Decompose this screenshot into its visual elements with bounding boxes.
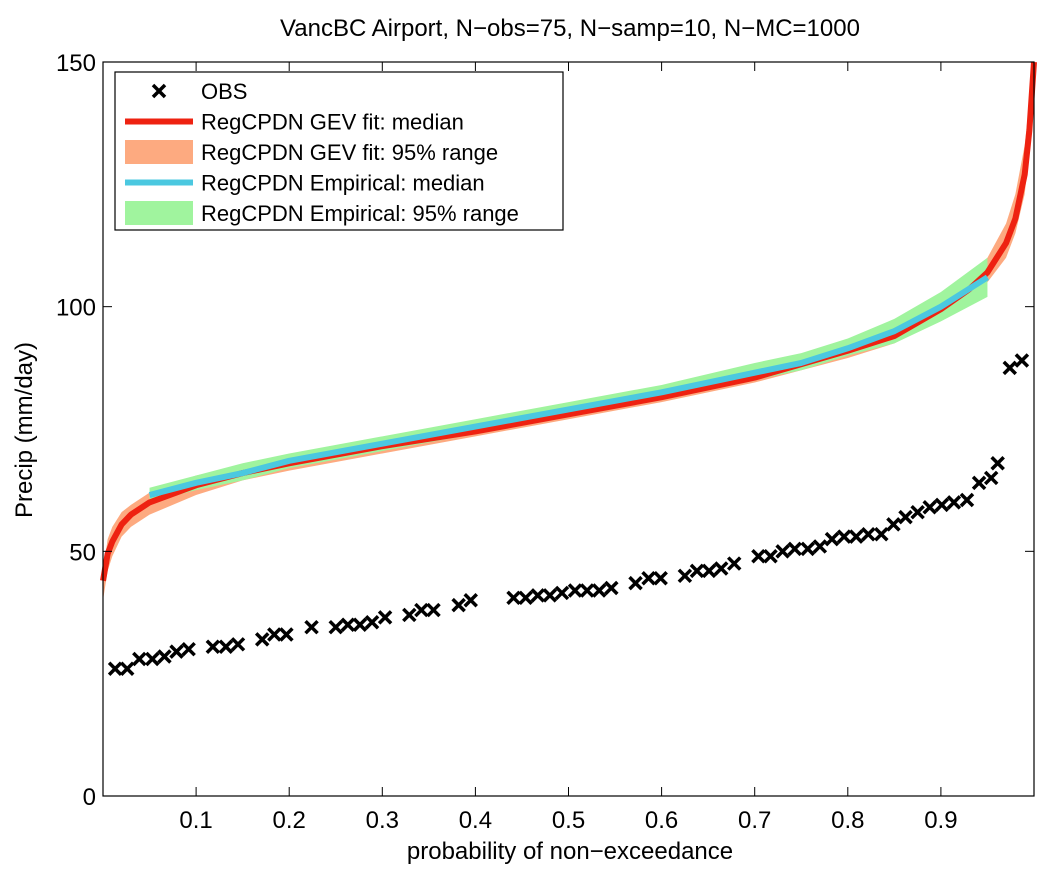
obs-point <box>1002 360 1018 376</box>
obs-point <box>279 627 294 642</box>
legend-label: RegCPDN Empirical: 95% range <box>201 201 519 226</box>
obs-point <box>946 495 962 510</box>
obs-point <box>402 607 417 623</box>
obs-point <box>579 583 595 598</box>
obs-point <box>701 563 717 579</box>
x-axis-label: probability of non−exceedance <box>407 838 733 865</box>
x-tick-label: 0.3 <box>366 807 399 834</box>
obs-point <box>812 539 828 554</box>
x-tick-label: 0.4 <box>459 807 492 834</box>
obs-point <box>145 651 160 667</box>
legend-swatch-band <box>125 201 193 225</box>
obs-point <box>542 588 558 603</box>
obs-point <box>898 509 913 525</box>
x-tick-label: 0.8 <box>831 807 864 834</box>
legend-label: RegCPDN Empirical: median <box>201 171 485 196</box>
y-axis-label: Precip (mm/day) <box>11 342 38 518</box>
obs-point <box>119 661 135 677</box>
obs-point <box>267 627 282 642</box>
obs-point <box>653 571 668 586</box>
obs-point <box>364 615 380 630</box>
obs-point <box>567 583 583 598</box>
x-tick-label: 0.1 <box>179 807 212 834</box>
obs-point <box>775 544 790 559</box>
obs-point <box>254 632 270 647</box>
obs-point <box>874 526 889 542</box>
obs-point <box>414 602 429 618</box>
obs-point <box>983 470 999 486</box>
obs-point <box>518 590 533 606</box>
obs-point <box>787 541 802 557</box>
obs-point <box>328 619 343 635</box>
line-regcpdn-empirical-median <box>148 274 990 498</box>
obs-point <box>677 568 693 584</box>
y-tick-label: 150 <box>56 50 96 77</box>
x-tick-label: 0.5 <box>552 807 585 834</box>
obs-point <box>463 593 478 608</box>
obs-point <box>934 497 950 513</box>
x-tick-label: 0.6 <box>645 807 678 834</box>
obs-point <box>751 548 766 564</box>
obs-point <box>886 517 901 532</box>
plot-area: 0.1 0.2 0.3 0.4 0.5 0.6 0.7 0.8 0.9 0 50 100 150 <box>56 50 1037 834</box>
y-tick-label: 50 <box>69 539 96 566</box>
line-regcpdn-gev-fit-median <box>100 61 1037 582</box>
obs-point <box>506 590 521 606</box>
obs-point <box>181 641 196 657</box>
obs-point <box>604 580 619 596</box>
obs-point <box>861 526 876 542</box>
obs-point <box>990 456 1005 471</box>
y-tick-label: 0 <box>83 784 96 811</box>
obs-point <box>169 644 184 659</box>
obs-point <box>910 504 925 520</box>
obs-point <box>157 649 172 664</box>
obs-point <box>628 575 643 591</box>
obs-point <box>591 583 607 598</box>
obs-point <box>554 585 570 601</box>
obs-point <box>230 637 246 652</box>
obs-point <box>800 541 816 557</box>
obs-point <box>641 571 656 586</box>
legend: OBS RegCPDN GEV fit: median RegCPDN GEV fi… <box>114 71 564 231</box>
obs-point <box>1014 353 1030 368</box>
obs-point <box>107 661 123 677</box>
obs-point <box>340 617 356 632</box>
obs-point <box>713 561 729 576</box>
x-tick-label: 0.9 <box>924 807 957 834</box>
legend-label: RegCPDN GEV fit: 95% range <box>201 140 498 165</box>
obs-point <box>971 475 987 491</box>
legend-label: RegCPDN GEV fit: median <box>201 110 464 135</box>
obs-point <box>824 531 840 547</box>
obs-point <box>205 639 221 654</box>
legend-label: OBS <box>201 79 247 104</box>
obs-point <box>763 548 778 564</box>
obs-point <box>726 556 742 571</box>
obs-point <box>426 602 441 618</box>
obs-point <box>132 651 147 667</box>
obs-point <box>689 563 705 579</box>
obs-point <box>530 588 546 603</box>
x-tick-label: 0.2 <box>273 807 306 834</box>
legend-swatch-band <box>125 140 193 164</box>
obs-point <box>848 529 864 544</box>
obs-point <box>836 529 852 544</box>
band-regcpdn-empirical-95-range <box>149 257 988 503</box>
obs-point <box>218 639 234 654</box>
obs-point <box>377 610 393 625</box>
y-tick-label: 100 <box>56 295 96 322</box>
chart-title: VancBC Airport, N−obs=75, N−samp=10, N−M… <box>280 15 860 42</box>
obs-point <box>959 492 975 508</box>
obs-point <box>304 619 319 635</box>
legend-swatch-obs <box>151 83 167 99</box>
x-tick-label: 0.7 <box>738 807 771 834</box>
obs-point <box>451 597 466 613</box>
obs-point <box>922 500 937 515</box>
obs-point <box>352 617 368 632</box>
